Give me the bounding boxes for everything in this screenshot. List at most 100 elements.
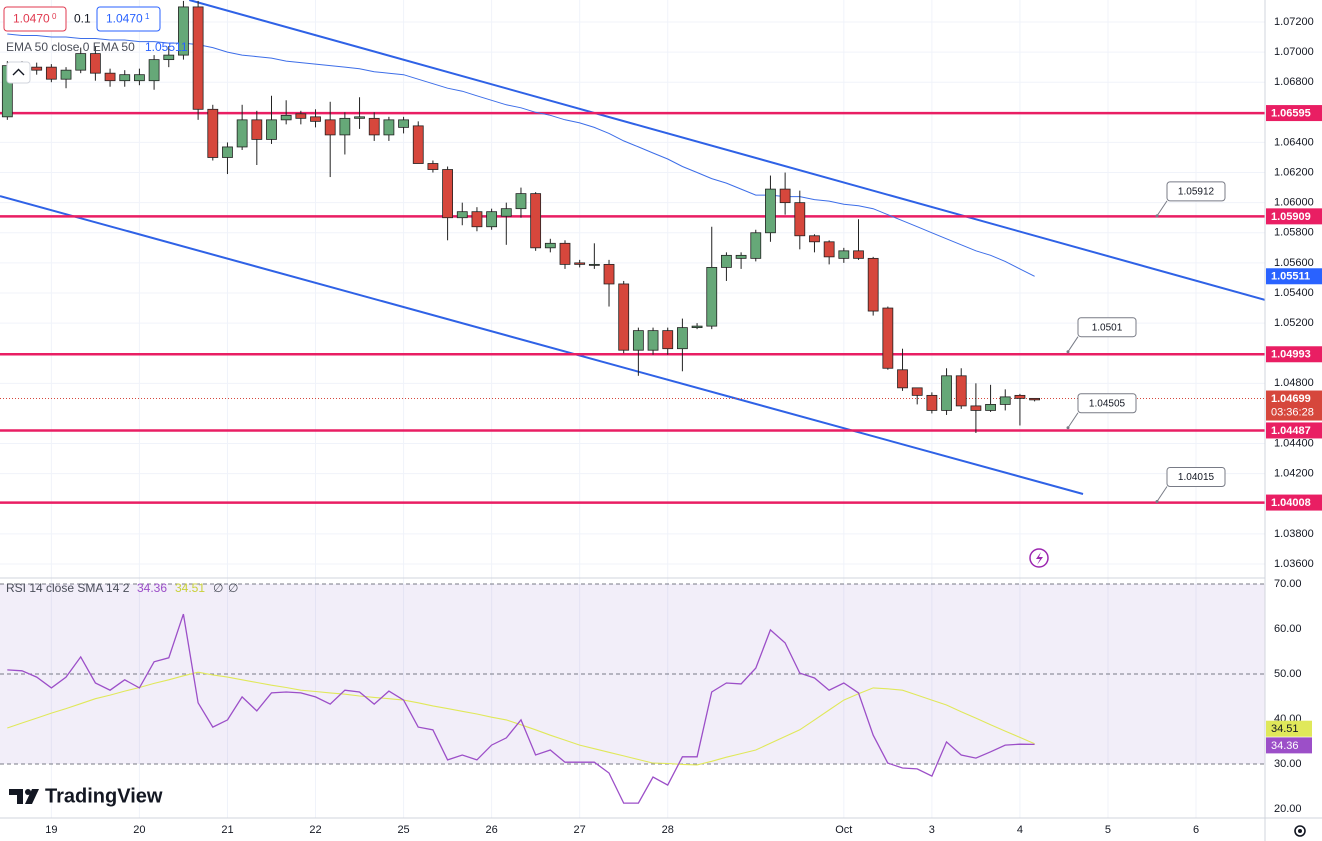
candle-body	[911, 387, 923, 396]
grid-layer	[0, 0, 1265, 818]
y-tick-label: 1.05600	[1274, 257, 1314, 269]
y-tick-label: 1.07000	[1274, 46, 1314, 58]
logo-mark	[9, 789, 23, 804]
candle-body	[897, 369, 908, 389]
candle-body	[809, 235, 820, 243]
ema-label: 1.05511	[1271, 271, 1310, 283]
callout-box	[1077, 317, 1137, 338]
candle-body	[985, 404, 996, 411]
price-layer	[0, 0, 1265, 504]
rsi-line	[7, 671, 1035, 766]
y-tick-label: 1.05400	[1274, 287, 1314, 299]
candle-body	[544, 242, 556, 249]
y-tick-label: 1.04400	[1274, 437, 1314, 449]
callout-label: 1.04015	[1178, 472, 1215, 483]
callout-box	[1077, 393, 1137, 414]
level-label-bg	[1266, 105, 1322, 122]
candle-body	[750, 232, 762, 259]
y-tick-label: 20.00	[1274, 803, 1302, 815]
candle-body	[1029, 397, 1040, 401]
candle-body	[163, 54, 175, 61]
candle-body	[999, 396, 1011, 405]
candle-body	[794, 202, 806, 237]
candle-body	[500, 208, 512, 217]
x-tick-label: 5	[1105, 824, 1111, 836]
series-value-bg	[1266, 720, 1312, 737]
candle-body	[779, 188, 791, 204]
candle-body	[941, 375, 952, 411]
candle-body	[207, 108, 219, 158]
y-tick-label: 1.06000	[1274, 197, 1314, 209]
y-tick-label: 1.06200	[1274, 166, 1314, 178]
series-value-label: 34.51	[1271, 723, 1299, 735]
candle-body	[251, 119, 263, 140]
buy-button[interactable]	[96, 6, 161, 32]
x-tick-label: 28	[662, 824, 674, 836]
callout-label: 1.05912	[1178, 187, 1215, 198]
candle-body	[632, 330, 644, 351]
candle-body	[676, 327, 688, 350]
candle-body	[574, 262, 586, 265]
y-tick-label: 50.00	[1274, 668, 1302, 680]
candle-body	[647, 330, 659, 351]
legend-extra: ∅	[213, 581, 223, 595]
candle-body	[383, 119, 395, 136]
candle-body	[60, 69, 72, 80]
candle-body	[266, 119, 277, 140]
sma-legend-value: 34.51	[175, 581, 205, 595]
level-label-bg	[1266, 346, 1322, 363]
candle-body	[691, 325, 703, 329]
callout-label: 1.04505	[1089, 398, 1126, 409]
callout-box	[1166, 467, 1226, 488]
series-value-label: 34.36	[1271, 740, 1299, 752]
logo-mark	[25, 789, 39, 804]
y-tick-label: 1.06800	[1274, 76, 1314, 88]
candle-body	[823, 241, 835, 258]
candle-body	[765, 188, 776, 234]
x-tick-label: 20	[133, 824, 145, 836]
brand-name: TradingView	[45, 785, 163, 807]
candle-body	[178, 6, 189, 56]
candle-body	[486, 211, 498, 228]
sell-price-sup: 0	[52, 12, 57, 21]
rsi-legend: RSI 14 close SMA 14 2	[6, 581, 130, 595]
buy-price: 1.0470	[106, 12, 143, 26]
rsi-line	[7, 613, 1035, 804]
callout-label: 1.0501	[1092, 322, 1123, 333]
y-tick-label: 1.05200	[1274, 317, 1314, 329]
candle-body	[192, 6, 204, 110]
candle-body	[1014, 394, 1026, 399]
x-tick-label: Oct	[835, 824, 852, 836]
level-label-bg	[1266, 494, 1322, 511]
candle-body	[31, 66, 43, 71]
logo-mark	[25, 789, 31, 795]
sell-price: 1.0470	[13, 12, 50, 26]
candle-body	[853, 250, 864, 259]
ema-legend: EMA 50 close 0 EMA 50	[6, 40, 135, 54]
rsi-legend-value: 34.36	[137, 581, 167, 595]
ema-label-bg	[1266, 268, 1322, 285]
level-label: 1.05909	[1271, 211, 1311, 223]
settings-icon[interactable]	[1294, 825, 1306, 837]
candle-body	[721, 254, 732, 268]
candle-body	[222, 146, 233, 158]
sell-button[interactable]	[3, 6, 67, 32]
last-price-label: 1.04699	[1271, 393, 1311, 405]
candle-body	[706, 266, 718, 327]
y-tick-label: 30.00	[1274, 758, 1302, 770]
ema-legend-value: 1.05511	[145, 40, 188, 54]
y-tick-label: 1.04800	[1274, 377, 1314, 389]
x-tick-label: 22	[309, 824, 321, 836]
candle-body	[75, 53, 87, 71]
collapse-button[interactable]	[6, 61, 31, 84]
trend-line	[189, 0, 1265, 301]
level-label: 1.06595	[1271, 107, 1311, 119]
y-tick-label: 70.00	[1274, 578, 1302, 590]
level-label: 1.04993	[1271, 349, 1311, 361]
candle-body	[45, 66, 57, 80]
y-tick-label: 1.05800	[1274, 227, 1314, 239]
candle-body	[339, 117, 351, 136]
candle-body	[618, 283, 630, 351]
y-tick-label: 1.03800	[1274, 528, 1314, 540]
y-tick-label: 1.04200	[1274, 468, 1314, 480]
